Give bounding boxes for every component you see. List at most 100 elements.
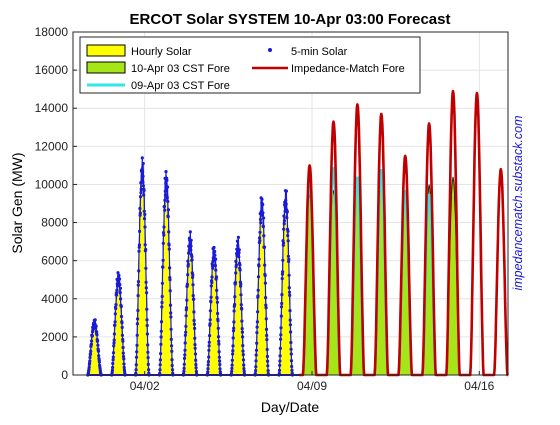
5min-solar-point [213,253,217,257]
5min-solar-point [218,367,222,371]
y-tick-label: 4000 [41,292,68,306]
5min-solar-point [88,355,92,360]
5min-solar-point [215,296,219,300]
5min-solar-point [168,303,173,307]
5min-solar-point [241,344,245,348]
5min-solar-point [168,278,172,282]
5min-solar-point [264,303,268,307]
5min-solar-point [207,348,211,352]
5min-solar-point [280,277,284,281]
y-tick-label: 18000 [35,25,69,39]
5min-solar-point [282,219,286,223]
impedance-match-forecast-line [298,89,509,377]
5min-solar-point [170,368,175,372]
5min-solar-point [162,225,166,229]
5min-solar-point [193,326,197,330]
5min-solar-point [208,334,212,338]
5min-solar-point [288,318,292,322]
5min-solar-point [160,300,164,305]
5min-solar-point [288,309,292,313]
5min-solar-point [281,258,285,262]
5min-solar-point [238,268,242,272]
legend-box [79,36,421,94]
5min-solar-point [289,347,293,351]
5min-solar-point [138,206,142,211]
5min-solar-point [206,363,210,367]
5min-solar-point [134,363,138,367]
5min-solar-point [193,336,197,340]
5min-solar-point [146,343,150,347]
5min-solar-point [120,325,124,329]
5min-solar-point [170,349,174,353]
5min-solar-point [182,362,186,366]
5min-solar-point [258,217,263,222]
5min-solar-point [255,320,259,324]
5min-solar-point [167,243,171,247]
5min-solar-point [114,306,118,311]
5min-solar-point [168,266,172,270]
5min-solar-point [121,345,125,350]
5min-solar-point [261,202,265,207]
5min-solar-point [111,361,115,366]
5min-solar-point [237,248,241,252]
5min-solar-point [232,320,236,324]
5min-solar-point [258,236,262,240]
5min-solar-point [158,358,162,362]
5min-solar-point [211,266,215,270]
5min-solar-point [142,193,146,197]
5min-solar-point [159,342,163,346]
5min-solar-point [265,338,269,342]
5min-solar-point [161,241,165,245]
5min-solar-point [139,187,143,191]
5min-solar-point [279,314,283,318]
5min-solar-point [137,269,141,273]
5min-solar-point [120,321,124,325]
5min-solar-point [281,241,286,245]
5min-solar-point [140,156,144,160]
5min-solar-point [231,352,235,356]
5min-solar-point [191,275,195,279]
5min-solar-point [284,189,288,193]
y-tick-label: 0 [61,368,68,382]
5min-solar-point [158,368,162,372]
legend-label-impedance-match: Impedance-Match Fore [291,63,405,75]
5min-solar-point [136,280,141,284]
5min-solar-point [190,258,194,262]
5min-solar-point [194,366,198,370]
5min-solar-point [166,185,170,189]
5min-solar-point [120,333,124,337]
5min-solar-point [111,365,115,370]
legend-swatch-10apr-forecast [86,61,126,74]
5min-solar-point [137,249,141,253]
5min-solar-point [184,306,189,310]
5min-solar-point [164,170,168,174]
5min-solar-point [207,355,211,359]
5min-solar-point [209,295,213,299]
legend-label-10apr-forecast: 10-Apr 03 CST Fore [131,63,230,75]
5min-solar-point [188,230,192,234]
5min-solar-point [134,368,138,372]
5min-solar-point [112,332,116,336]
5min-solar-point [165,178,169,182]
5min-solar-point [90,339,94,343]
5min-solar-point [281,243,285,247]
5min-solar-point [136,308,140,313]
5min-solar-point [192,322,196,326]
5min-solar-point [119,314,124,319]
5min-solar-point [144,266,148,270]
5min-solar-point [278,354,282,358]
5min-solar-point [87,365,91,369]
5min-solar-point [89,342,93,346]
5min-solar-point [277,368,282,372]
5min-solar-point [286,234,290,238]
5min-solar-point [262,245,267,249]
5min-solar-point [141,180,145,184]
5min-solar-point [234,271,238,275]
5min-solar-point [194,362,198,367]
5min-solar-point [115,288,119,292]
x-tick-label: 04/16 [464,379,494,393]
5min-solar-point [142,209,146,213]
5min-solar-point [189,241,193,245]
5min-solar-point [185,298,189,302]
5min-solar-point [158,363,162,367]
